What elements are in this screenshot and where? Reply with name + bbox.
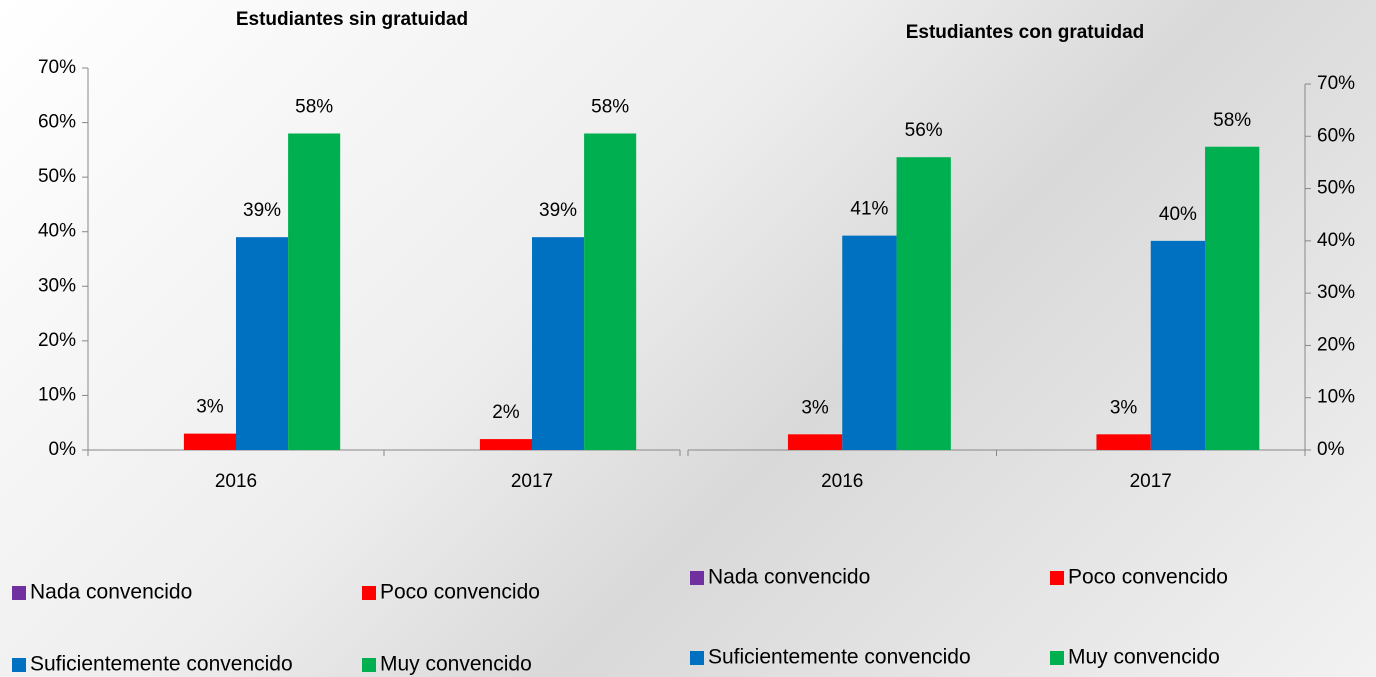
legend-label: Muy convencido: [380, 653, 532, 676]
data-label: 39%: [539, 200, 577, 221]
y-tick-label: 0%: [49, 439, 77, 460]
bar: [842, 235, 897, 450]
data-label: 39%: [243, 200, 281, 221]
legend-swatch: [1050, 651, 1064, 665]
y-tick-label: 40%: [38, 221, 76, 242]
y-tick-label: 10%: [38, 384, 76, 405]
x-tick-label: 2017: [1130, 471, 1172, 492]
y-tick-label: 0%: [1317, 439, 1345, 460]
legend-label: Suficientemente convencido: [30, 653, 293, 676]
data-label: 56%: [905, 120, 943, 141]
bar: [532, 237, 585, 450]
y-tick-label: 10%: [1317, 387, 1355, 408]
x-tick-label: 2016: [821, 471, 863, 492]
legend-swatch: [362, 658, 376, 672]
bar: [288, 133, 341, 450]
legend-label: Nada convencido: [708, 566, 870, 589]
legend-swatch: [362, 586, 376, 600]
y-tick-label: 70%: [1317, 73, 1355, 94]
y-tick-label: 70%: [38, 57, 76, 78]
legend-swatch: [690, 651, 704, 665]
legend-swatch: [1050, 571, 1064, 585]
bar: [1150, 240, 1206, 450]
y-tick-label: 30%: [38, 275, 76, 296]
data-label: 58%: [591, 97, 629, 118]
y-tick-label: 50%: [1317, 178, 1355, 199]
y-tick-label: 20%: [38, 330, 76, 351]
y-tick-label: 50%: [38, 166, 76, 187]
bar: [1096, 434, 1151, 450]
bar: [1205, 146, 1260, 450]
data-label: 2%: [492, 402, 520, 423]
data-label: 3%: [196, 397, 224, 418]
bar: [183, 433, 236, 450]
legend-swatch: [12, 658, 26, 672]
x-tick-label: 2017: [511, 471, 553, 492]
legend-swatch: [690, 571, 704, 585]
bar: [896, 157, 951, 450]
data-label: 41%: [850, 199, 888, 220]
legend-label: Poco convencido: [1068, 566, 1228, 589]
legend-label: Poco convencido: [380, 581, 540, 604]
y-tick-label: 30%: [1317, 282, 1355, 303]
data-label: 58%: [295, 97, 333, 118]
y-tick-label: 20%: [1317, 334, 1355, 355]
legend-label: Muy convencido: [1068, 646, 1220, 669]
chart-title: Estudiantes con gratuidad: [906, 22, 1145, 43]
data-label: 40%: [1159, 204, 1197, 225]
data-label: 3%: [1110, 397, 1138, 418]
bar: [236, 237, 289, 450]
data-label: 58%: [1213, 110, 1251, 131]
bar: [479, 439, 532, 450]
legend-label: Nada convencido: [30, 581, 192, 604]
data-label: 3%: [801, 397, 829, 418]
y-tick-label: 40%: [1317, 230, 1355, 251]
chart-title: Estudiantes sin gratuidad: [236, 9, 468, 30]
legend-label: Suficientemente convencido: [708, 646, 971, 669]
y-tick-label: 60%: [1317, 125, 1355, 146]
y-tick-label: 60%: [38, 112, 76, 133]
x-tick-label: 2016: [215, 471, 257, 492]
legend-swatch: [12, 586, 26, 600]
bar: [584, 133, 637, 450]
bar: [787, 434, 843, 450]
